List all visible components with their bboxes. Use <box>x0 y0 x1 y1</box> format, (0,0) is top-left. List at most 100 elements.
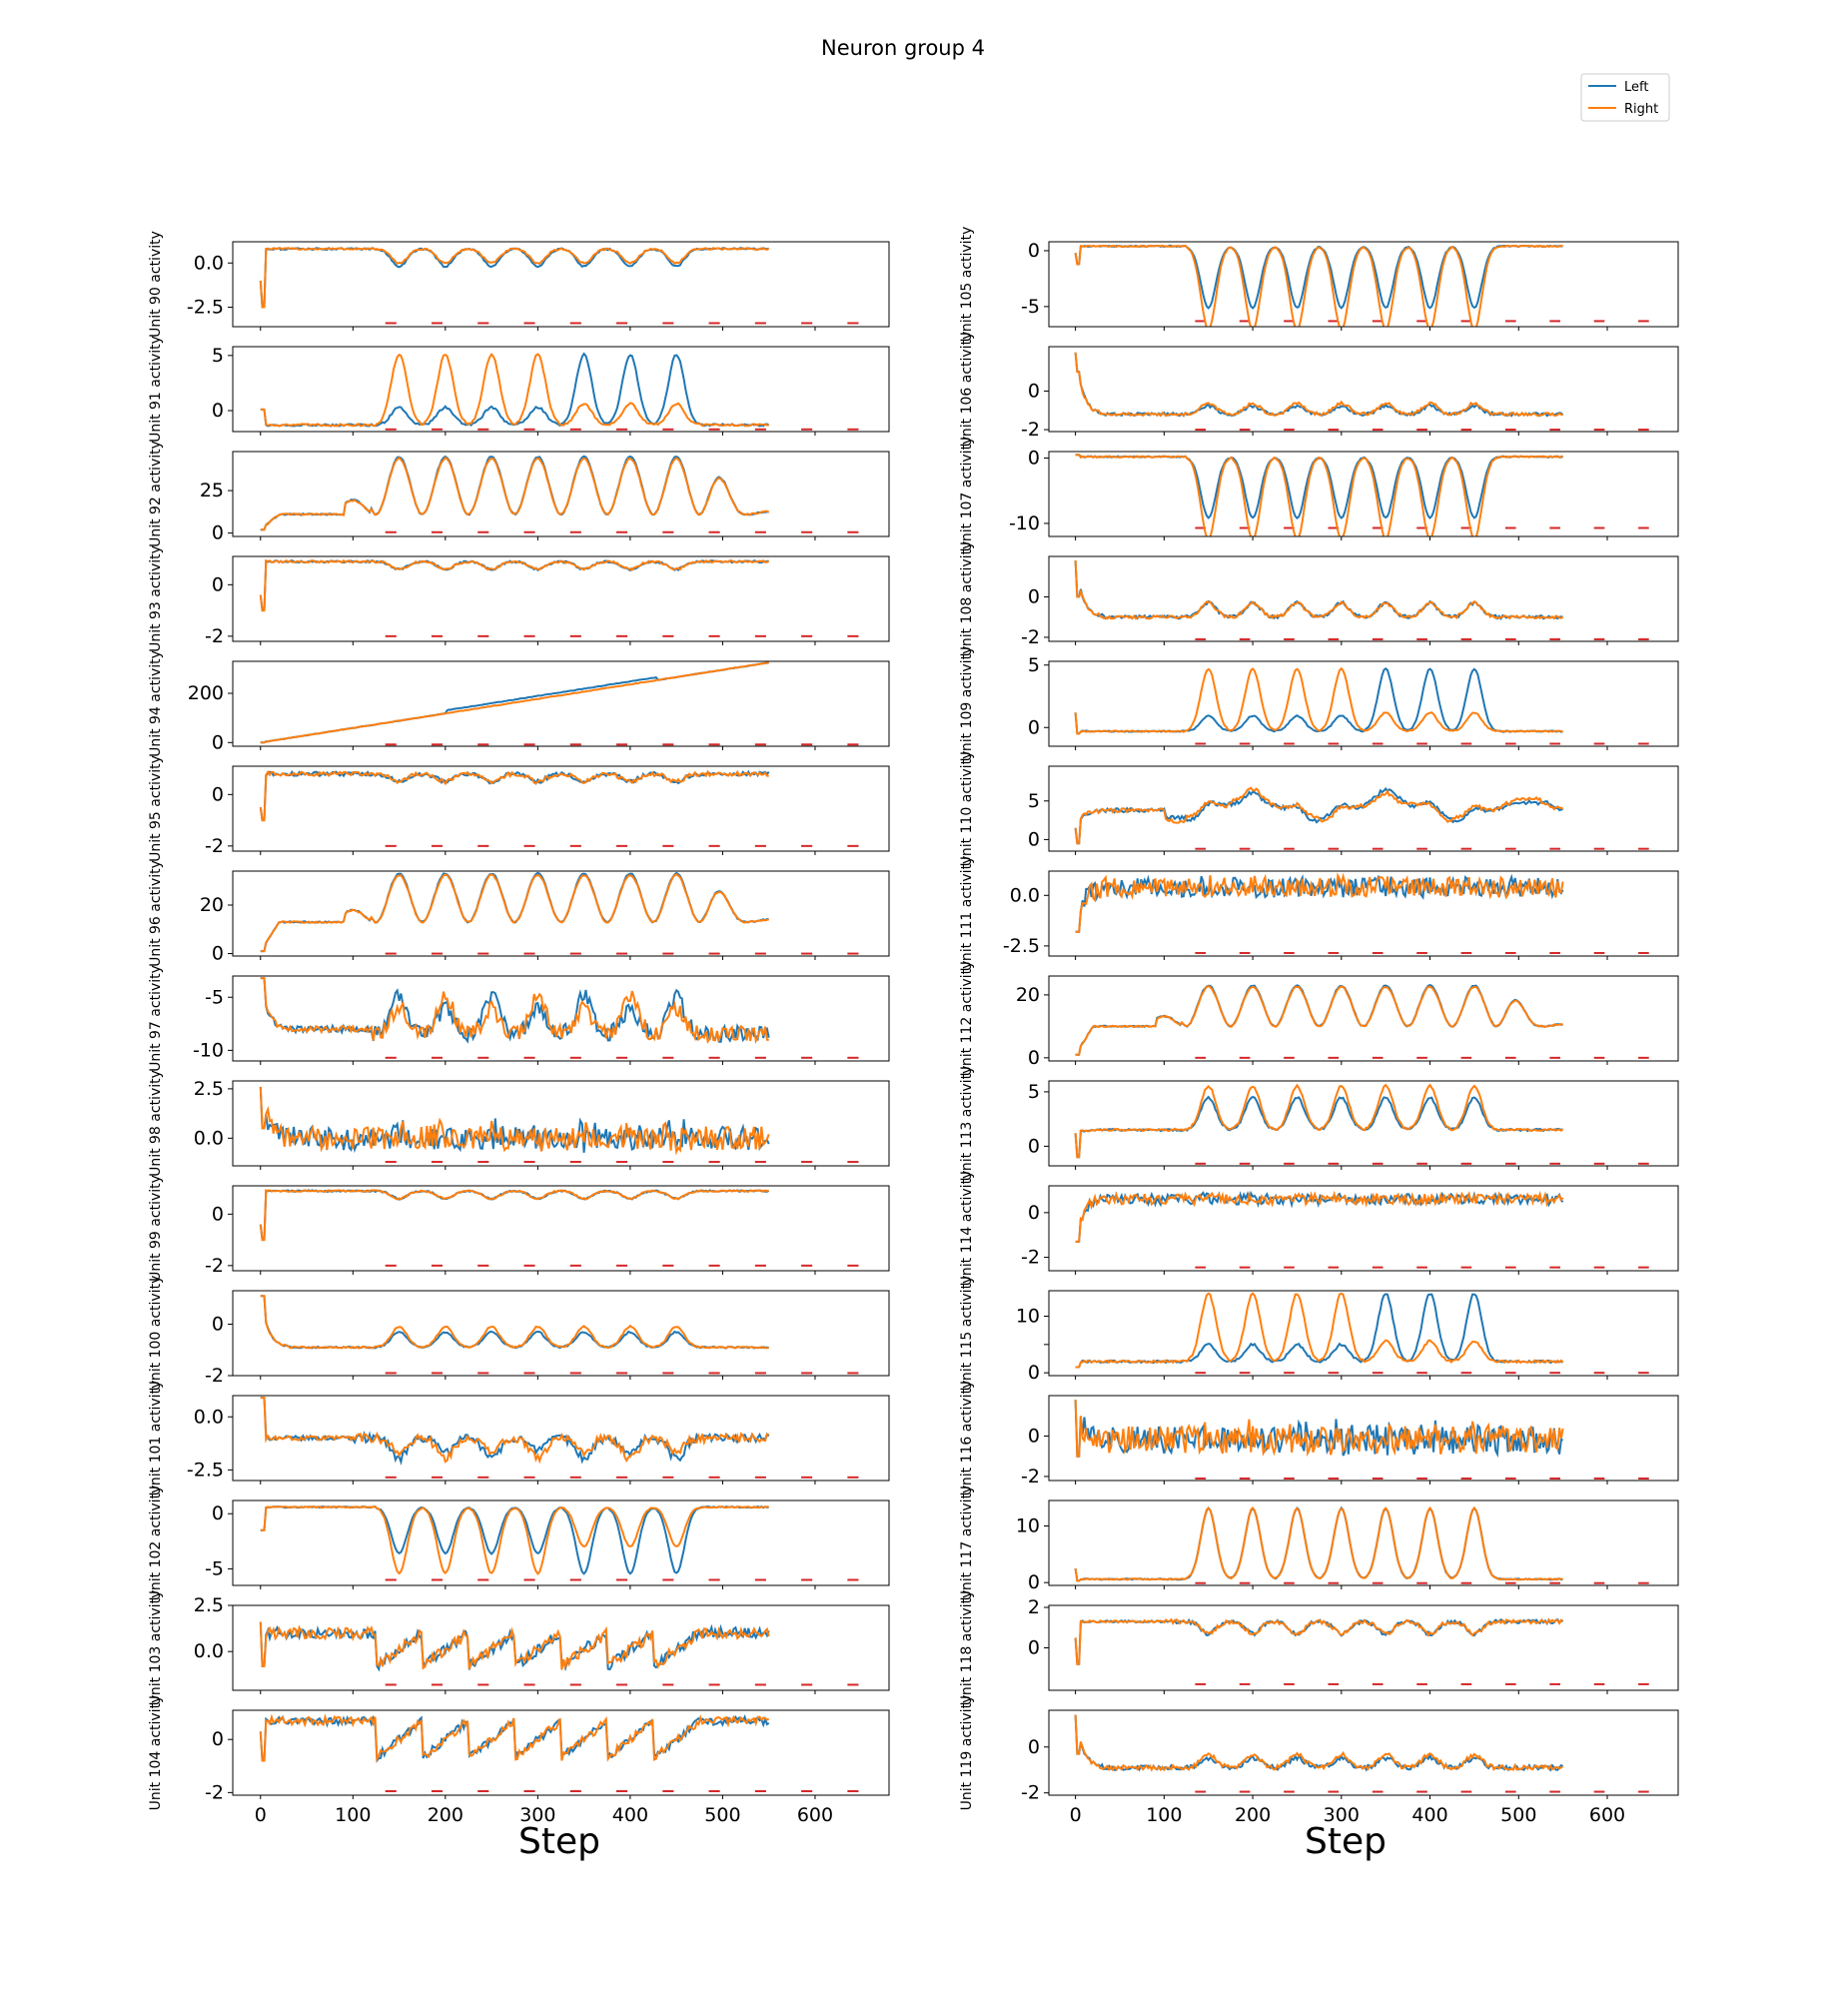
y-tick-label: 10 <box>1016 1306 1040 1328</box>
y-tick-label: 0 <box>1028 1425 1040 1447</box>
axes-frame <box>232 1604 890 1691</box>
y-tick-label: -2 <box>205 835 224 857</box>
y-tick-label: 0 <box>1028 716 1040 738</box>
axes-frame <box>1048 765 1679 852</box>
y-tick-label: 2 <box>1028 1596 1040 1618</box>
panel-unit-108: 0 -2 Unit 108 activity <box>959 541 1679 657</box>
panel-unit-117: 10 0 Unit 117 activity <box>959 1486 1679 1600</box>
y-axis-label: Unit 115 activity <box>959 1276 975 1392</box>
y-tick-label: 20 <box>1016 984 1040 1006</box>
y-tick-label: 0.0 <box>194 1640 224 1662</box>
series-line-left <box>1075 873 1564 933</box>
y-tick-label: 20 <box>200 894 224 916</box>
y-tick-label: -10 <box>1009 512 1040 534</box>
axes-frame <box>232 451 890 537</box>
y-tick-label: -5 <box>205 986 224 1008</box>
y-tick-label: -2 <box>1021 1782 1040 1804</box>
series-line-right <box>1074 1505 1563 1582</box>
y-tick-label: 0 <box>212 400 224 422</box>
panel-unit-104: 0 -2 0 100 200 300 400 500 600 Unit 104 activity <box>148 1695 890 1826</box>
y-axis-label: Unit 98 activity <box>148 1070 164 1177</box>
y-tick-label: 0 <box>1028 240 1040 262</box>
axes-frame <box>232 555 890 642</box>
x-axis-label-left-column: Step <box>518 1821 600 1862</box>
series-line-right <box>1075 454 1563 536</box>
series-line-right <box>259 558 770 612</box>
y-axis-label: Unit 102 activity <box>148 1486 164 1601</box>
y-tick-label: -5 <box>205 1557 224 1579</box>
y-tick-label: -10 <box>193 1039 224 1061</box>
panel-unit-114: 0 -2 Unit 114 activity <box>959 1171 1679 1286</box>
legend-label-right: Right <box>1624 102 1658 117</box>
axes-frame <box>1048 241 1679 328</box>
series-line-right <box>259 1713 769 1763</box>
series-line-right <box>259 1086 770 1156</box>
y-axis-label: Unit 110 activity <box>959 751 975 867</box>
y-axis-label: Unit 119 activity <box>959 1695 975 1811</box>
y-axis-label: Unit 96 activity <box>148 860 164 967</box>
series-line-right <box>1074 559 1564 620</box>
y-tick-label: 25 <box>200 480 224 501</box>
y-axis-label: Unit 93 activity <box>148 545 164 652</box>
panel-unit-112: 20 0 Unit 112 activity <box>959 961 1679 1077</box>
y-tick-label: 5 <box>1028 1081 1040 1103</box>
series-line-right <box>260 661 769 744</box>
axes-frame <box>232 1395 890 1482</box>
axes-frame <box>1048 555 1679 642</box>
y-tick-label: -2 <box>205 625 224 647</box>
y-tick-label: 0 <box>1028 448 1040 470</box>
y-tick-label: 0 <box>212 1502 224 1524</box>
axes-frame <box>1048 1395 1679 1482</box>
x-tick-label: 100 <box>1146 1804 1182 1826</box>
axes-frame <box>232 1080 890 1167</box>
y-tick-label: 0 <box>1028 1571 1040 1593</box>
y-axis-label: Unit 109 activity <box>959 646 975 762</box>
axes-frame <box>1048 1499 1679 1586</box>
y-tick-label: 0.0 <box>1010 884 1040 906</box>
series-line-right <box>1074 352 1563 418</box>
panel-unit-90: 0.0 -2.5 Unit 90 activity <box>148 231 890 338</box>
y-tick-label: 0 <box>1028 1637 1040 1659</box>
y-tick-label: 0.0 <box>194 1406 224 1428</box>
panel-unit-107: 0 -10 Unit 107 activity <box>959 437 1679 551</box>
x-tick-label: 400 <box>612 1804 648 1826</box>
y-axis-label: Unit 100 activity <box>148 1276 164 1392</box>
y-axis-label: Unit 112 activity <box>959 961 975 1077</box>
y-tick-label: -2 <box>1021 1466 1040 1488</box>
panel-grid: 0.0 -2.5 Unit 90 activity 5 0 Unit 91 activit… <box>148 227 1679 1826</box>
y-tick-label: 0 <box>1028 1736 1040 1758</box>
y-tick-label: 0.0 <box>194 1127 224 1149</box>
y-tick-label: -2 <box>205 1781 224 1803</box>
panel-unit-101: 0.0 -2.5 Unit 101 activity <box>148 1381 890 1496</box>
series-line-right <box>1074 244 1563 327</box>
x-tick-label: 500 <box>704 1804 740 1826</box>
panel-unit-115: 10 0 Unit 115 activity <box>959 1276 1679 1392</box>
panel-unit-113: 5 0 Unit 113 activity <box>959 1066 1679 1181</box>
y-tick-label: 0 <box>212 573 224 595</box>
x-tick-label: 0 <box>1070 1804 1082 1826</box>
axes-frame <box>232 660 890 747</box>
series-line-right <box>1075 872 1564 933</box>
y-axis-label: Unit 108 activity <box>959 541 975 657</box>
panel-unit-119: 0 -2 0 100 200 300 400 500 600 Unit 119 activity <box>959 1695 1679 1826</box>
series-line-right <box>259 247 770 309</box>
panel-unit-100: 0 -2 Unit 100 activity <box>148 1276 890 1392</box>
y-tick-label: 0 <box>1028 828 1040 850</box>
series-line-right <box>259 1621 770 1670</box>
legend-label-left: Left <box>1624 80 1648 95</box>
panel-unit-102: 0 -5 Unit 102 activity <box>148 1486 890 1601</box>
y-tick-label: -2 <box>205 1255 224 1277</box>
y-tick-label: 0 <box>1028 380 1040 402</box>
y-axis-label: Unit 97 activity <box>148 965 164 1072</box>
series-line-right <box>1074 786 1564 845</box>
panel-unit-93: 0 -2 Unit 93 activity <box>148 545 890 652</box>
panel-unit-106: 0 -2 Unit 106 activity <box>959 332 1679 447</box>
axes-frame <box>232 241 890 328</box>
series-line-right <box>260 456 770 531</box>
y-tick-label: 0 <box>1028 1135 1040 1157</box>
y-tick-label: -2.5 <box>187 1459 224 1481</box>
panel-unit-95: 0 -2 Unit 95 activity <box>148 755 890 862</box>
x-tick-label: 200 <box>1235 1804 1271 1826</box>
